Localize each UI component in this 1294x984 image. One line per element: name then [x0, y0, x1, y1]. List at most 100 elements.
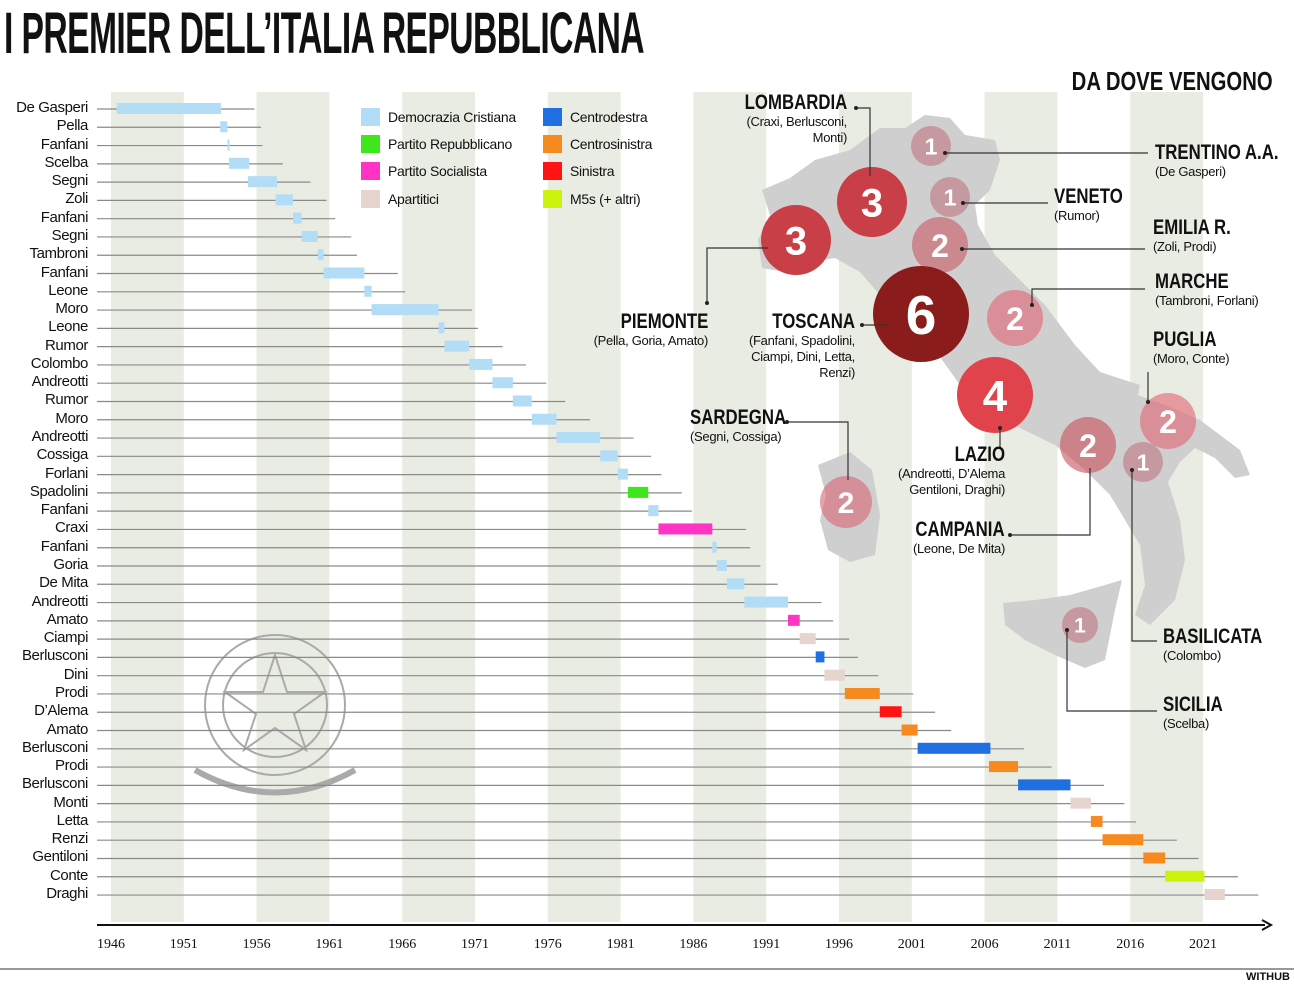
premier-label: Forlani — [44, 464, 88, 482]
term-bar — [1102, 834, 1144, 846]
leader-dot — [1130, 468, 1134, 472]
legend-item: Democrazia Cristiana — [361, 108, 516, 126]
leader-line — [1031, 288, 1145, 305]
premier-label: Andreotti — [31, 592, 89, 610]
leader-line — [856, 107, 871, 176]
x-tick-label: 1991 — [752, 937, 781, 952]
leader-line — [787, 421, 849, 480]
region-label-trentino-a-a: TRENTINO A.A. (De Gasperi) — [1155, 142, 1294, 180]
legend-label: Apartitici — [388, 191, 439, 207]
region-label-campania: CAMPANIA (Leone, De Mita) — [893, 519, 1005, 557]
region-count: 1 — [925, 133, 938, 159]
legend-item: M5s (+ altri) — [543, 190, 641, 208]
premier-label: Fanfani — [40, 537, 89, 555]
legend-label: Partito Repubblicano — [388, 136, 512, 152]
premier-label: Leone — [48, 318, 88, 336]
premier-label: Draghi — [46, 885, 88, 903]
term-bar — [531, 413, 557, 425]
region-label-puglia: PUGLIA (Moro, Conte) — [1153, 329, 1232, 367]
term-bar — [917, 742, 991, 754]
premier-label: Andreotti — [31, 373, 89, 391]
republic-emblem — [193, 634, 357, 796]
legend-item: Partito Socialista — [361, 162, 487, 180]
region-label-lazio: LAZIO (Andreotti, D’Alema Gentiloni, Dragh… — [898, 444, 1005, 498]
term-bar — [317, 249, 324, 261]
region-circle-lombardia — [837, 167, 907, 237]
premier-label: Cossiga — [36, 446, 89, 464]
x-tick-label: 2001 — [897, 937, 926, 952]
premier-label: Renzi — [51, 830, 89, 848]
term-bar — [228, 157, 250, 169]
term-bar — [901, 724, 918, 736]
leader-line — [1010, 468, 1091, 536]
legend-label: Centrosinistra — [570, 136, 653, 152]
term-bar — [815, 651, 825, 663]
region-premiers: (Scelba) — [1163, 716, 1210, 731]
term-bar — [227, 139, 230, 151]
term-bar — [627, 486, 649, 498]
legend-label: Partito Socialista — [388, 163, 487, 179]
premier-label: Segni — [51, 226, 89, 244]
term-bar — [600, 450, 618, 462]
region-premiers: Ciampi, Dini, Letta, — [751, 349, 855, 364]
term-bar — [116, 103, 221, 114]
leader-line — [706, 247, 768, 303]
term-bar — [1204, 889, 1225, 901]
x-tick-label: 1976 — [533, 937, 562, 952]
term-bar — [648, 505, 659, 517]
map-title: DA DOVE VENGONO — [1072, 66, 1273, 96]
term-bar — [371, 304, 439, 316]
premier-label: Conte — [49, 866, 88, 884]
legend-item: Apartitici — [361, 190, 439, 208]
region-name: TRENTINO A.A. — [1155, 141, 1279, 164]
term-bar — [492, 377, 513, 389]
x-tick-label: 1951 — [169, 937, 198, 952]
term-bar — [1165, 870, 1205, 882]
region-count: 3 — [861, 182, 883, 226]
premier-label: Ciampi — [43, 629, 89, 647]
leader-dot — [1030, 303, 1034, 307]
term-bar — [293, 212, 302, 224]
x-tick-label: 1961 — [315, 937, 344, 952]
region-label-basilicata: BASILICATA (Colombo) — [1163, 626, 1287, 664]
leader-dot — [860, 323, 864, 327]
leader-line — [1131, 470, 1157, 642]
premier-label: Leone — [48, 281, 88, 299]
legend-swatch — [361, 162, 380, 180]
year-band — [693, 92, 767, 922]
year-band — [111, 92, 184, 922]
region-premiers: Renzi) — [819, 365, 855, 380]
region-premiers: (Leone, De Mita) — [912, 541, 1005, 556]
region-label-lombardia: LOMBARDIA (Craxi, Berlusconi, Monti) — [719, 92, 847, 146]
premier-label: Moro — [55, 409, 88, 427]
region-label-marche: MARCHE (Tambroni, Forlani) — [1155, 271, 1259, 309]
premier-label: Segni — [51, 172, 89, 190]
region-premiers: (Craxi, Berlusconi, — [746, 114, 848, 129]
term-bar — [444, 340, 470, 352]
legend-swatch — [543, 108, 562, 126]
region-count: 2 — [1159, 404, 1177, 440]
term-bar — [879, 706, 902, 718]
legend-label: Democrazia Cristiana — [388, 109, 516, 125]
legend-item: Partito Repubblicano — [361, 135, 512, 153]
term-bar — [1090, 815, 1103, 827]
legend-swatch — [543, 135, 562, 153]
region-circle-basilicata — [1123, 442, 1163, 482]
premier-label: D’Alema — [34, 702, 88, 720]
x-tick-label: 1986 — [679, 937, 708, 952]
legend-label: Sinistra — [570, 163, 615, 179]
premier-label: Gentiloni — [32, 848, 88, 866]
premier-label: Colombo — [30, 354, 89, 372]
region-circle-campania — [1060, 417, 1116, 473]
region-count: 6 — [906, 284, 937, 346]
region-count: 2 — [931, 228, 949, 264]
region-count: 4 — [983, 372, 1008, 421]
leader-dot — [705, 301, 709, 305]
premier-label: Prodi — [54, 757, 88, 775]
legend-swatch — [543, 162, 562, 180]
axis-arrow-icon — [1261, 919, 1274, 931]
region-premiers: (Moro, Conte) — [1153, 351, 1230, 366]
term-bar — [1070, 797, 1091, 809]
premier-label: Pella — [56, 117, 89, 135]
